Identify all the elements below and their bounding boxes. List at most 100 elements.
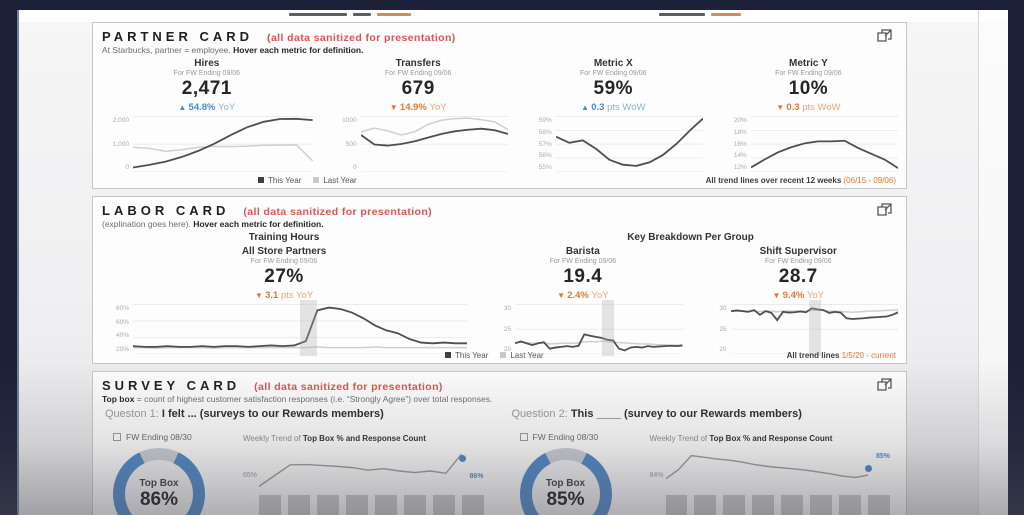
cutoff-text-fragment bbox=[659, 13, 741, 16]
metric-value: 679 bbox=[401, 78, 435, 99]
y-axis-labels: 20% 18% 16% 14% 12% bbox=[733, 117, 747, 171]
metric-transfers: Transfers For FW Ending 09/06 679 14.9% … bbox=[321, 58, 516, 172]
metric-value: 59% bbox=[593, 78, 634, 99]
weekly-trend-chart[interactable]: 84% 85% bbox=[649, 451, 890, 491]
shift-supervisor-trend-chart[interactable]: 30 25 20 bbox=[691, 300, 906, 356]
metric-delta: 9.4% YoY bbox=[773, 290, 825, 301]
response-count-bars[interactable] bbox=[243, 495, 484, 515]
chart-legend: This Year Last Year bbox=[258, 176, 357, 185]
metric-value: 10% bbox=[788, 78, 829, 99]
top-box-donut[interactable]: Top Box 85% bbox=[519, 448, 612, 515]
survey-card-subtitle: Top box = count of highest customer sati… bbox=[102, 394, 493, 404]
trend-range-note: All trend lines 1/5/20 - current bbox=[786, 351, 896, 360]
survey-card: SURVEY CARD (all data sanitized for pres… bbox=[92, 371, 907, 515]
barista-trend-chart[interactable]: 30 25 20 bbox=[475, 300, 690, 356]
metric-value: 2,471 bbox=[181, 78, 232, 99]
question-1-title: Queston 1: I felt ... (surveys to our Re… bbox=[105, 408, 384, 420]
fw-ending-checkbox[interactable]: FW Ending 08/30 bbox=[519, 432, 650, 442]
question-2-title: Question 2: This ____ (survey to our Rew… bbox=[511, 408, 802, 420]
survey-card-popout-button[interactable] bbox=[876, 377, 894, 392]
metric-value: 19.4 bbox=[563, 266, 603, 287]
delta-arrow-icon bbox=[776, 102, 786, 113]
metric-delta: 54.8% YoY bbox=[178, 102, 235, 113]
last-year-swatch bbox=[313, 177, 320, 183]
y-axis-labels: 59% 58% 57% 56% 55% bbox=[538, 117, 552, 171]
metric-value: 27% bbox=[264, 266, 304, 287]
delta-arrow-icon bbox=[557, 290, 567, 301]
metric-y: Metric Y For FW Ending 09/06 10% 0.3 pts… bbox=[711, 58, 906, 172]
weekly-trend-title: Weekly Trend of Top Box % and Response C… bbox=[649, 434, 833, 443]
trend-end-dot bbox=[865, 465, 872, 472]
weekly-trend-chart[interactable]: 65% 86% bbox=[243, 451, 484, 491]
trend-end-dot bbox=[458, 455, 466, 462]
partner-card: PARTNER CARD (all data sanitized for pre… bbox=[92, 22, 907, 189]
partner-card-subtitle: At Starbucks, partner = employee. Hover … bbox=[102, 45, 364, 55]
metric-value: 28.7 bbox=[778, 266, 818, 287]
weekly-trend-title: Weekly Trend of Top Box % and Response C… bbox=[243, 434, 426, 443]
metric-delta: 0.3 pts WoW bbox=[581, 102, 645, 113]
y-axis-labels: 1000 500 0 bbox=[342, 117, 357, 171]
delta-arrow-icon bbox=[255, 290, 265, 301]
delta-arrow-icon bbox=[178, 102, 188, 113]
checkbox-icon bbox=[113, 433, 121, 441]
trend-start-label: 65% bbox=[243, 471, 258, 479]
dashboard-panel: PARTNER CARD (all data sanitized for pre… bbox=[17, 10, 1008, 515]
hires-trend-chart[interactable]: 2,000 1,000 0 bbox=[93, 116, 321, 172]
sanitized-note: (all data sanitized for presentation) bbox=[267, 32, 456, 44]
metric-x-trend-chart[interactable]: 59% 58% 57% 56% 55% bbox=[516, 116, 711, 172]
highlight-band bbox=[602, 300, 614, 356]
sanitized-note: (all data sanitized for presentation) bbox=[243, 206, 433, 218]
popout-icon bbox=[877, 378, 892, 391]
trend-start-label: 84% bbox=[649, 471, 664, 479]
question-1-panel: FW Ending 08/30 Top Box 86% Weekly Trend… bbox=[93, 428, 500, 515]
metric-delta: 3.1 pts YoY bbox=[255, 290, 313, 301]
right-edge-strip bbox=[978, 10, 1008, 515]
metric-delta: 2.4% YoY bbox=[557, 290, 609, 301]
top-box-donut[interactable]: Top Box 86% bbox=[113, 448, 205, 515]
transfers-trend-chart[interactable]: 1000 500 0 bbox=[321, 116, 516, 172]
chart-legend: This Year Last Year bbox=[445, 351, 544, 360]
fw-ending-checkbox[interactable]: FW Ending 08/30 bbox=[113, 432, 243, 442]
metric-y-trend-chart[interactable]: 20% 18% 16% 14% 12% bbox=[711, 116, 906, 172]
partner-card-header: PARTNER CARD (all data sanitized for pre… bbox=[93, 23, 906, 44]
cutoff-row-above bbox=[19, 10, 1008, 22]
labor-card-header: LABOR CARD (all data sanitized for prese… bbox=[93, 197, 906, 218]
metric-shift-supervisor: Shift Supervisor For FW Ending 09/06 28.… bbox=[691, 246, 906, 356]
last-year-swatch bbox=[500, 352, 507, 358]
metric-barista: Barista For FW Ending 09/06 19.4 2.4% Yo… bbox=[475, 246, 690, 356]
partner-card-popout-button[interactable] bbox=[876, 28, 894, 43]
y-axis-labels: 80% 60% 40% 20% bbox=[115, 305, 129, 353]
metric-x: Metric X For FW Ending 09/06 59% 0.3 pts… bbox=[516, 58, 711, 172]
group-training-hours: Training Hours bbox=[248, 232, 320, 243]
delta-arrow-icon bbox=[581, 102, 591, 113]
metric-delta: 0.3 pts WoW bbox=[776, 102, 840, 113]
y-axis-labels: 2,000 1,000 0 bbox=[112, 117, 129, 171]
this-year-swatch bbox=[258, 177, 264, 183]
cutoff-text-fragment bbox=[289, 13, 411, 16]
checkbox-icon bbox=[519, 433, 528, 441]
y-axis-labels: 30 25 20 bbox=[719, 305, 727, 353]
partner-card-title: PARTNER CARD bbox=[102, 29, 254, 44]
highlight-band bbox=[809, 300, 821, 356]
this-year-swatch bbox=[445, 352, 451, 358]
labor-card-subtitle: (explination goes here). Hover each metr… bbox=[102, 219, 324, 229]
y-axis-labels: 30 25 20 bbox=[503, 305, 512, 353]
survey-card-header: SURVEY CARD (all data sanitized for pres… bbox=[93, 372, 906, 393]
labor-card-popout-button[interactable] bbox=[876, 202, 894, 217]
response-count-bars[interactable] bbox=[650, 495, 890, 515]
trend-end-label: 86% bbox=[469, 473, 484, 480]
delta-arrow-icon bbox=[773, 290, 783, 301]
group-key-breakdown: Key Breakdown Per Group bbox=[627, 232, 754, 243]
trend-end-label: 85% bbox=[875, 453, 890, 460]
labor-card: LABOR CARD (all data sanitized for prese… bbox=[92, 196, 907, 364]
popout-icon bbox=[877, 203, 892, 216]
survey-card-title: SURVEY CARD bbox=[102, 378, 241, 393]
metric-hires: Hires For FW Ending 09/06 2,471 54.8% Yo… bbox=[93, 58, 321, 172]
labor-card-title: LABOR CARD bbox=[102, 203, 230, 218]
metric-delta: 14.9% YoY bbox=[390, 102, 447, 113]
question-2-panel: FW Ending 08/30 Top Box 85% Weekly Trend… bbox=[500, 428, 907, 515]
sanitized-note: (all data sanitized for presentation) bbox=[254, 381, 443, 393]
training-hours-trend-chart[interactable]: 80% 60% 40% 20% bbox=[93, 300, 475, 356]
delta-arrow-icon bbox=[390, 102, 400, 113]
trend-range-note: All trend lines over recent 12 weeks (06… bbox=[705, 176, 896, 185]
